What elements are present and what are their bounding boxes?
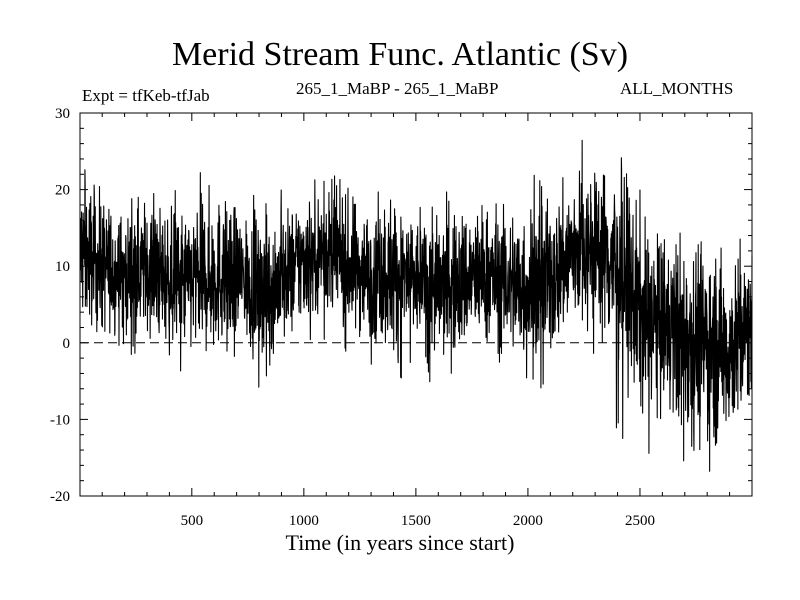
plot-layer — [79, 139, 753, 472]
axis-layer: 500 1000 1500 2000 2500 -20 -10 0 10 20 30 — [50, 106, 753, 529]
x-tick-label: 1000 — [289, 513, 319, 529]
y-tick-label: -20 — [50, 489, 70, 505]
period-label: 265_1_MaBP - 265_1_MaBP — [296, 79, 499, 98]
x-tick-label: 500 — [181, 513, 204, 529]
x-tick-label: 2000 — [513, 513, 543, 529]
y-tick-label: -10 — [50, 412, 70, 428]
experiment-label: Expt = tfKeb-tfJab — [82, 86, 210, 105]
series-line — [79, 139, 753, 472]
x-tick-label: 2500 — [625, 513, 655, 529]
chart-title: Merid Stream Func. Atlantic (Sv) — [171, 36, 629, 73]
y-tick-label: 10 — [55, 259, 70, 275]
y-tick-label: 30 — [55, 106, 70, 122]
x-axis-label: Time (in years since start) — [285, 530, 515, 555]
months-label: ALL_MONTHS — [620, 79, 734, 98]
y-tick-label: 0 — [63, 336, 71, 352]
y-tick-label: 20 — [55, 183, 70, 199]
x-tick-label: 1500 — [401, 513, 431, 529]
